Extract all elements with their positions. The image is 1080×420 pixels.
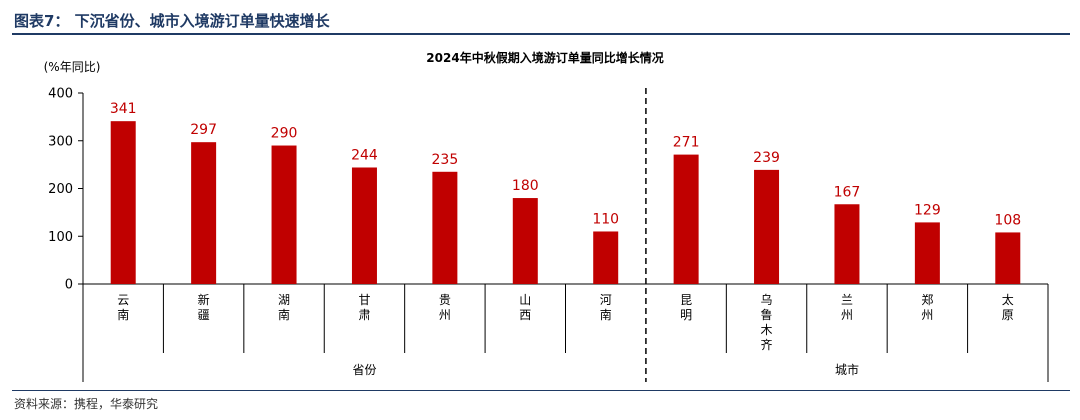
bottom-rule: [12, 390, 1070, 391]
x-tick-label: 郑州: [921, 292, 933, 322]
bar: [593, 231, 619, 284]
title-rule: [12, 33, 1070, 35]
bar: [271, 145, 297, 284]
figure-title: 图表7： 下沉省份、城市入境游订单量快速增长: [14, 12, 330, 30]
data-label: 167: [834, 184, 861, 200]
bars: 341 297 290 244 235 180 110 271 239 167 129 108: [110, 101, 1021, 284]
x-tick-label: 新疆: [198, 292, 210, 322]
x-tick-label: 贵州: [439, 293, 451, 322]
data-label: 129: [914, 202, 941, 218]
x-tick-label: 乌鲁木齐: [761, 292, 773, 352]
bar: [191, 142, 217, 284]
bar: [432, 171, 458, 284]
x-tick-label: 昆明: [680, 293, 692, 322]
source-note: 资料来源：携程，华泰研究: [14, 397, 159, 411]
bar: [914, 222, 940, 284]
x-tick-label: 山西: [519, 293, 531, 322]
bar: [834, 204, 860, 284]
bar: [351, 167, 377, 284]
group-label: 城市: [835, 362, 859, 377]
x-tick-label: 兰州: [841, 293, 853, 322]
bar: [110, 121, 136, 284]
chart-title: 2024年中秋假期入境游订单量同比增长情况: [426, 50, 663, 65]
y-tick-label: 400: [48, 87, 73, 102]
data-label: 110: [592, 211, 619, 227]
data-label: 290: [271, 126, 298, 142]
bar: [512, 198, 538, 284]
x-tick-label: 河南: [600, 293, 612, 322]
y-axis-label: (%年同比): [44, 60, 101, 74]
data-label: 239: [753, 150, 780, 166]
x-tick-label: 湖南: [278, 292, 290, 322]
bar: [754, 169, 780, 284]
x-tick-label: 太原: [1002, 292, 1014, 322]
data-label: 341: [110, 101, 137, 117]
data-label: 271: [673, 135, 700, 151]
x-tick-label: 甘肃: [358, 293, 370, 322]
data-label: 108: [994, 212, 1021, 228]
y-tick-label: 0: [65, 278, 73, 293]
y-tick-label: 200: [48, 182, 73, 197]
group-label: 省份: [352, 363, 376, 377]
data-label: 235: [432, 152, 459, 168]
axes: 0 100 200 300 400 云南 新疆 湖南 甘肃 贵州 山西 河南 昆明 乌鲁木齐 兰州 郑州 太原省…: [48, 87, 1049, 382]
x-tick-label: 云南: [117, 293, 129, 322]
data-label: 180: [512, 178, 539, 194]
y-tick-label: 300: [48, 134, 73, 149]
data-label: 244: [351, 147, 378, 163]
y-tick-label: 100: [48, 230, 73, 245]
data-label: 297: [190, 122, 217, 138]
bar: [673, 154, 699, 284]
bar: [995, 232, 1021, 284]
